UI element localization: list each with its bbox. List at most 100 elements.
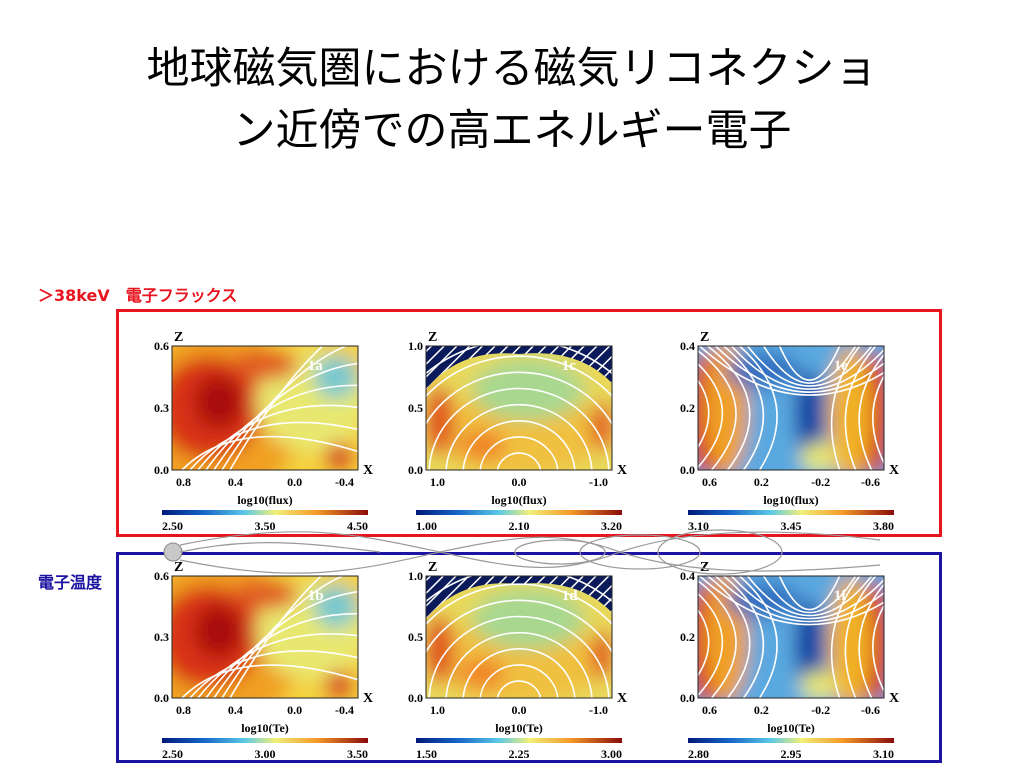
x-tick-label: 0.0 [287,703,302,717]
colorbar-tick-label: 3.00 [601,747,622,761]
x-tick-label: 0.4 [228,475,243,489]
x-tick-label: 1.0 [430,703,445,717]
z-tick-label: 0.5 [408,401,423,415]
colorbar-tick-label: 1.00 [416,519,437,533]
x-tick-label: 0.8 [176,475,191,489]
axes-frame-1e [697,345,885,471]
z-tick-label: 0.0 [408,463,423,477]
temperature-section-label: 電子温度 [38,573,103,592]
x-tick-label: -1.0 [589,475,608,489]
x-tick-label: -0.6 [861,703,880,717]
z-tick-label: 0.0 [408,691,423,705]
axes-frame-1c [425,345,613,471]
panel-tag-1d: 1d [562,588,579,604]
colorbar-tick-label: 2.80 [688,747,709,761]
colorbar-label-1b: log10(Te) [241,721,289,735]
colorbar-tick-label: 3.00 [255,747,276,761]
x-axis-label-1f: X [889,691,899,706]
heatmap-1c [426,346,612,470]
axes-frame-1b [171,575,359,699]
z-tick-label: 0.3 [154,630,169,644]
colorbar-tick-label: 3.80 [873,519,894,533]
colorbar-tick-label: 2.10 [509,519,530,533]
contour-panel-1a: 1a Z X 0.6 0.3 0.0 0.8 0.4 0.0 -0.4 log10(flux) 2.5… [154,330,373,533]
z-tick-label: 0.4 [680,569,695,583]
contour-panel-1b: 1b Z X 0.6 0.3 0.0 0.8 0.4 0.0 -0.4 log10(Te) 2.50 3… [154,560,373,761]
z-tick-label: 0.0 [680,463,695,477]
heatmap-1d [426,576,612,698]
panel-tag-1a: 1a [308,358,324,374]
z-axis-label-1e: Z [700,330,709,345]
colorbar-tick-label: 3.50 [255,519,276,533]
colorbar-label-1f: log10(Te) [767,721,815,735]
x-tick-label: 0.8 [176,703,191,717]
colorbar-1e [688,510,894,515]
panel-tag-1f: 1f [834,588,848,604]
x-tick-label: 0.6 [702,475,717,489]
slide-title: 地球磁気圏における磁気リコネクショ ン近傍での高エネルギー電子 [0,38,1024,162]
z-axis-label-1d: Z [428,560,437,575]
colorbar-tick-label: 3.50 [347,747,368,761]
z-tick-label: 0.5 [408,630,423,644]
z-axis-label-1c: Z [428,330,437,345]
x-axis-label-1e: X [889,463,899,478]
masked-region-1d [426,576,612,619]
contour-panel-1d: 1d Z X 1.0 0.5 0.0 1.0 0.0 -1.0 log10(Te) 1.50 2.25… [408,560,627,761]
panel-tag-1b: 1b [308,588,324,604]
flux-panel-frame [116,309,942,537]
colorbar-1d [416,738,622,743]
x-tick-label: 0.0 [287,475,302,489]
x-axis-label-1b: X [363,691,373,706]
temperature-panel-frame [116,552,942,763]
colorbar-tick-label: 3.10 [688,519,709,533]
contour-panel-1e: 1e Z X 0.4 0.2 0.0 0.6 0.2 -0.2 -0.6 log10(flux) 3.… [680,330,899,533]
colorbar-tick-label: 2.50 [162,747,183,761]
x-tick-label: -0.2 [811,703,830,717]
z-tick-label: 0.0 [154,463,169,477]
axes-frame-1f [697,575,885,699]
z-tick-label: 0.6 [154,569,169,583]
colorbar-1c [416,510,622,515]
heatmap-1e [698,346,884,470]
z-tick-label: 0.6 [154,339,169,353]
z-axis-label-1b: Z [174,560,183,575]
x-tick-label: -0.4 [335,703,354,717]
z-tick-label: 1.0 [408,569,423,583]
z-axis-label-1f: Z [700,560,709,575]
colorbar-tick-label: 3.10 [873,747,894,761]
x-tick-label: -0.6 [861,475,880,489]
slide-title-line-2: ン近傍での高エネルギー電子 [232,106,792,156]
z-tick-label: 0.2 [680,630,695,644]
z-tick-label: 0.0 [154,691,169,705]
x-tick-label: 0.2 [754,475,769,489]
x-axis-label-1d: X [617,691,627,706]
colorbar-label-1e: log10(flux) [763,493,818,507]
contour-panel-1c: 1c Z X 1.0 0.5 0.0 1.0 0.0 -1.0 log10(flux) 1.00 2.… [408,330,627,533]
contour-panel-1f: 1f Z X 0.4 0.2 0.0 0.6 0.2 -0.2 -0.6 log10(Te) 2.80… [680,560,899,761]
z-tick-label: 1.0 [408,339,423,353]
colorbar-label-1c: log10(flux) [491,493,546,507]
heatmap-1a [172,346,358,470]
colorbar-tick-label: 2.50 [162,519,183,533]
x-tick-label: -0.4 [335,475,354,489]
x-tick-label: 0.0 [512,475,527,489]
x-tick-label: 0.6 [702,703,717,717]
colorbar-tick-label: 2.25 [509,747,530,761]
x-tick-label: 0.4 [228,703,243,717]
colorbar-tick-label: 2.95 [781,747,802,761]
colorbar-tick-label: 3.20 [601,519,622,533]
flux-section-label: ＞38keV 電子フラックス [38,286,238,305]
x-tick-label: -0.2 [811,475,830,489]
masked-region-1c [426,346,612,390]
z-tick-label: 0.3 [154,401,169,415]
colorbar-tick-label: 3.45 [781,519,802,533]
x-axis-label-1a: X [363,463,373,478]
x-tick-label: 0.2 [754,703,769,717]
axes-frame-1d [425,575,613,699]
axes-frame-1a [171,345,359,471]
panel-tag-1c: 1c [562,358,577,374]
z-axis-label-1a: Z [174,330,183,345]
colorbar-1b [162,738,368,743]
x-tick-label: -1.0 [589,703,608,717]
